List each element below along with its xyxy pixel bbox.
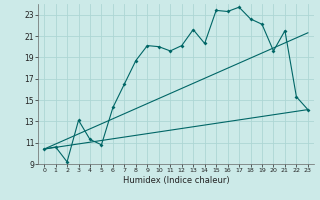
X-axis label: Humidex (Indice chaleur): Humidex (Indice chaleur) [123,176,229,185]
